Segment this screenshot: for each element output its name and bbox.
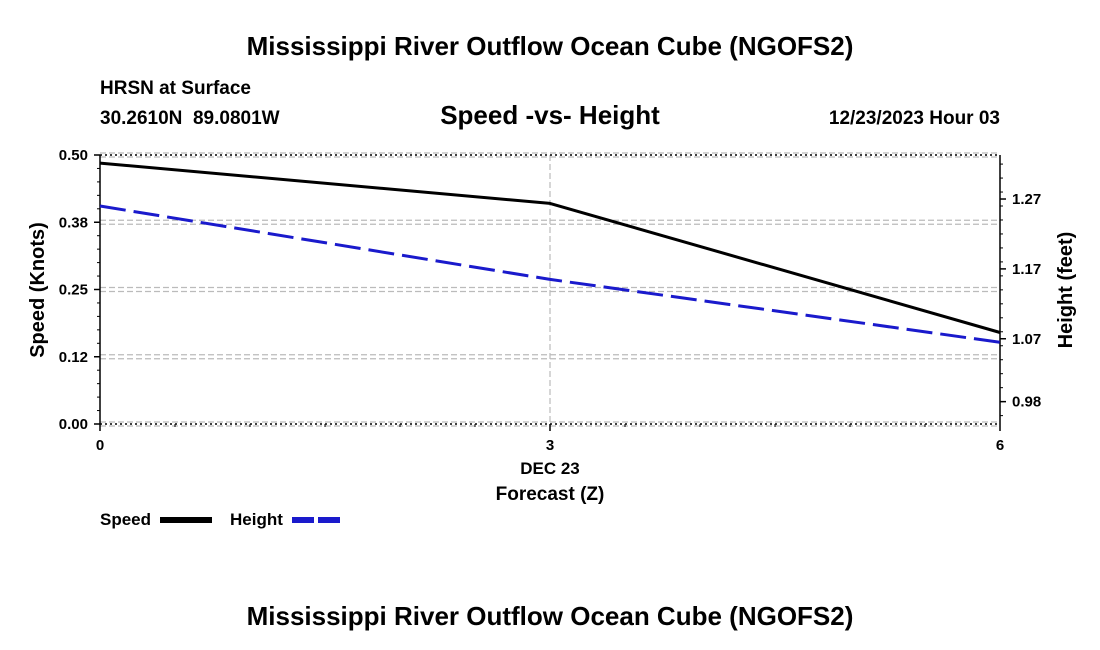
chart-title: Speed -vs- Height [440,100,660,130]
left-axis-label: Speed (Knots) [27,222,49,358]
x-axis: 0 3 6 [96,424,1004,454]
speed-tick-label-1: 0.12 [59,349,88,366]
speed-tick-label-2: 0.25 [59,282,88,299]
series-line-speed [99,161,1001,334]
x-date-label: DEC 23 [520,459,580,478]
legend: Speed Height [100,510,342,529]
legend-height-label: Height [230,510,283,529]
page-title: Mississippi River Outflow Ocean Cube (NG… [247,31,854,61]
x-axis-label: Forecast (Z) [496,484,605,505]
height-tick-label-2: 1.17 [1012,261,1041,278]
forecast-time: 12/23/2023 Hour 03 [829,108,1000,129]
footer-title: Mississippi River Outflow Ocean Cube (NG… [247,601,854,631]
x-tick-label-0: 0 [96,437,104,454]
height-tick-label-3: 1.27 [1012,191,1041,208]
grid-lines [100,152,1000,427]
x-tick-label-2: 6 [996,437,1004,454]
speed-tick-label-4: 0.50 [59,147,88,164]
speed-tick-label-3: 0.38 [59,214,88,231]
right-axis-label: Height (feet) [1055,232,1077,349]
station-coords: 30.2610N 89.0801W [100,108,280,129]
speed-tick-label-0: 0.00 [59,416,88,433]
legend-speed-label: Speed [100,510,151,529]
height-tick-label-1: 1.07 [1012,331,1041,348]
series-lines [99,161,1001,344]
right-axis: 0.98 1.07 1.17 1.27 [1000,163,1041,417]
height-tick-label-0: 0.98 [1012,394,1041,411]
station-name: HRSN at Surface [100,78,251,99]
x-tick-label-1: 3 [546,437,554,454]
series-line-height [99,204,1001,344]
left-axis: 0.00 0.12 0.25 0.38 0.50 [59,147,100,433]
